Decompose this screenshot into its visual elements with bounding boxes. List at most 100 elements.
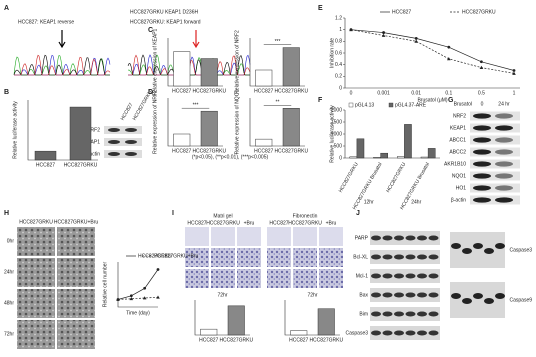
image-column-label: HCC827GRKU <box>288 220 322 226</box>
blot-strip <box>370 288 440 302</box>
stain-image <box>211 248 235 267</box>
bar <box>255 69 273 87</box>
blot-column-label: 24 hr <box>498 101 510 107</box>
arrow <box>192 30 200 49</box>
marker <box>129 296 134 301</box>
y-axis-label: Relative expression of KEAP1 <box>152 28 158 95</box>
blot-row-label: NRF2 <box>87 127 100 133</box>
stain-image <box>237 269 261 288</box>
bar <box>356 138 365 159</box>
y-tick-label: 0.6 <box>335 50 342 56</box>
image-column-label: HCC827GRKU <box>206 220 240 226</box>
blot-row-label: Caspase3 <box>345 330 368 336</box>
x-tick-label: HCC827 <box>254 88 273 94</box>
panel-label: A <box>4 5 9 12</box>
stain-image <box>185 269 209 288</box>
bar <box>373 157 381 159</box>
blot-band <box>495 197 513 203</box>
bar <box>200 328 218 336</box>
blot-band <box>428 311 439 317</box>
image-column-label: +Bru <box>244 220 255 226</box>
blot-band <box>495 137 513 143</box>
panel-label: J <box>356 210 360 217</box>
blot-band <box>473 185 491 191</box>
blot-band <box>382 330 393 336</box>
stain-image <box>267 248 291 267</box>
blot-band <box>484 248 494 254</box>
blot-band <box>382 273 393 279</box>
blot-strip <box>370 326 440 340</box>
y-axis-label: Relative expression of NRF2 <box>234 30 240 94</box>
blot-band <box>495 243 505 249</box>
bar <box>317 308 335 336</box>
stain-image <box>319 269 343 288</box>
blot-band <box>417 311 427 317</box>
bar <box>200 58 218 87</box>
y-tick-label: 0.4 <box>335 62 342 68</box>
panel-label: B <box>4 89 9 96</box>
x-tick-label: HCC827 <box>36 162 55 168</box>
micrograph <box>17 320 55 349</box>
treatment-label: Brusatol <box>454 101 472 107</box>
blot-band <box>417 235 427 241</box>
blot-row-label: Bax <box>359 292 368 298</box>
bar <box>380 152 388 159</box>
blot-strip <box>370 231 440 245</box>
y-axis-label: Relative luciferase activity <box>12 101 18 159</box>
blot-band <box>495 185 513 191</box>
x-tick-label: 1 <box>513 90 516 96</box>
blot-band <box>371 254 381 260</box>
marker <box>382 31 385 34</box>
blot-band <box>462 248 472 254</box>
bar <box>290 330 308 336</box>
legend-swatch <box>388 102 394 108</box>
image-column-label: HCC827 <box>187 220 206 226</box>
legend-label: HCC827GRKU+Bru <box>154 253 199 259</box>
line <box>350 29 515 71</box>
blot-band <box>473 161 491 167</box>
stain-image <box>237 227 261 246</box>
blot-row-label: Caspase3 <box>509 247 532 253</box>
blot-strip <box>104 126 142 134</box>
blot-band <box>394 254 404 260</box>
blot-row-label: ABCC2 <box>449 149 466 155</box>
panel-label: I <box>172 210 174 217</box>
x-tick-label: HCC827GRKU <box>219 337 253 343</box>
x-tick-label: HCC827 <box>199 337 218 343</box>
blot-row-label: AKR1B10 <box>444 161 466 167</box>
blot-strip <box>450 232 505 268</box>
blot-band <box>371 235 381 241</box>
blot-column-label: HCC827GRKU <box>132 89 154 121</box>
marker <box>414 39 418 43</box>
marker <box>129 294 133 298</box>
marker <box>479 65 484 69</box>
marker <box>414 37 418 40</box>
blot-band <box>495 173 513 179</box>
blot-band <box>495 293 505 299</box>
blot-band <box>382 235 393 241</box>
chart-title: 72hr <box>307 292 317 298</box>
y-axis-label: Relative expression of NRF2 <box>152 90 158 154</box>
chromatogram-trace <box>14 54 111 76</box>
stain-image <box>185 248 209 267</box>
bar <box>404 124 412 159</box>
y-axis-label: Relative cell number <box>102 262 108 308</box>
blot-strip <box>370 250 440 264</box>
marker <box>480 60 483 64</box>
y-axis-label: Relative luciferase activity <box>329 105 335 163</box>
micrograph <box>57 258 95 287</box>
marker <box>143 286 147 290</box>
bar <box>227 305 245 336</box>
legend-label: pGL4.13 <box>355 102 374 108</box>
legend-label: HCC827GRKU <box>462 9 496 15</box>
image-row-label: 72hr <box>4 331 14 337</box>
blot-band <box>405 235 416 241</box>
bar <box>173 51 191 87</box>
x-axis-label: Time (day) <box>126 310 150 316</box>
blot-band <box>417 292 427 298</box>
line <box>117 269 159 300</box>
blot-band <box>495 161 513 167</box>
stain-image <box>293 248 317 267</box>
blot-row-label: NQO1 <box>452 173 466 179</box>
